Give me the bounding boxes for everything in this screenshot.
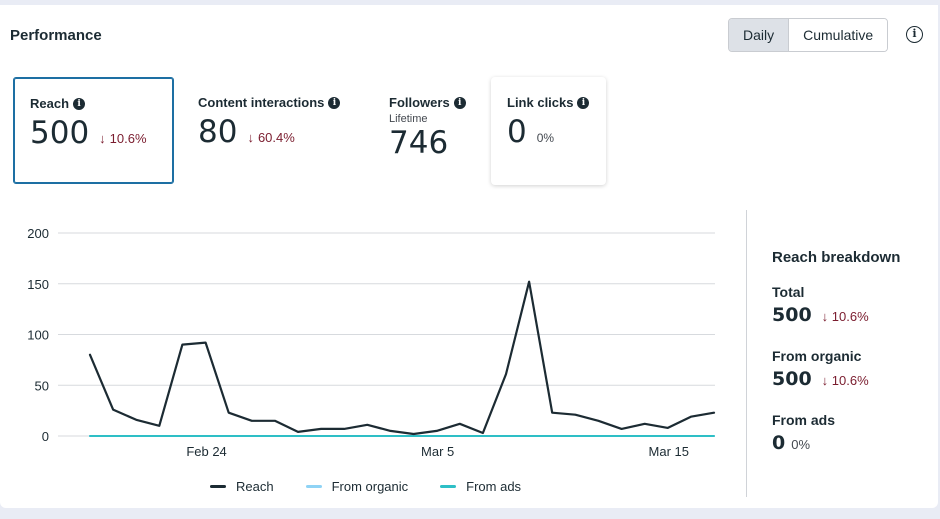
breakdown-change: 10.6% xyxy=(831,309,869,324)
page-title: Performance xyxy=(10,27,102,44)
breakdown-from-ads: From ads 0 0% xyxy=(772,412,835,454)
view-toggle: Daily Cumulative xyxy=(728,18,889,52)
metric-label: Content interactions xyxy=(198,95,325,110)
performance-card: Performance Daily Cumulative i Reach i 5… xyxy=(0,5,938,508)
metric-card-followers[interactable]: Followers i Lifetime 746 xyxy=(373,77,483,184)
y-tick-label: 100 xyxy=(27,328,49,343)
breakdown-from-organic: From organic 500 ↓ 10.6% xyxy=(772,348,869,390)
metric-change: 10.6% xyxy=(109,131,147,146)
metric-sublabel: Lifetime xyxy=(389,113,428,125)
legend-swatch xyxy=(305,485,322,488)
info-icon[interactable]: i xyxy=(453,96,466,109)
legend-item-from-organic[interactable]: From organic xyxy=(305,479,409,494)
page-background-strip xyxy=(0,508,940,519)
arrow-down-icon: ↓ xyxy=(821,309,829,324)
panel-divider xyxy=(746,210,747,497)
metric-value: 500 xyxy=(30,115,90,151)
legend-swatch xyxy=(440,485,457,488)
x-tick-label: Mar 15 xyxy=(649,444,689,459)
x-tick-label: Feb 24 xyxy=(186,444,226,459)
metric-change: 60.4% xyxy=(257,130,295,145)
metric-value: 80 xyxy=(198,114,238,150)
info-icon[interactable]: i xyxy=(73,97,86,110)
legend-label: From organic xyxy=(331,479,409,494)
legend-label: Reach xyxy=(236,479,274,494)
y-tick-label: 200 xyxy=(27,226,49,241)
metric-card-reach[interactable]: Reach i 500 ↓ 10.6% xyxy=(13,77,174,184)
metric-value: 0 xyxy=(507,114,527,150)
breakdown-label: From organic xyxy=(772,348,862,364)
metric-change: 0% xyxy=(536,131,555,145)
breakdown-value: 500 xyxy=(772,368,812,390)
info-icon[interactable]: i xyxy=(577,96,590,109)
legend-item-reach[interactable]: Reach xyxy=(210,479,274,494)
y-tick-label: 0 xyxy=(42,429,49,444)
reach-line-chart: 0 50 100 150 200 Feb 24 Mar 5 Mar 15 xyxy=(27,226,716,459)
breakdown-change: 0% xyxy=(791,437,811,452)
metric-card-link-clicks[interactable]: Link clicks i 0 0% xyxy=(491,77,606,185)
breakdown-value: 500 xyxy=(772,304,812,326)
breakdown-label: From ads xyxy=(772,412,836,428)
daily-button[interactable]: Daily xyxy=(729,19,790,51)
series-line-reach xyxy=(88,280,716,436)
breakdown-total: Total 500 ↓ 10.6% xyxy=(772,284,869,326)
breakdown-label: Total xyxy=(772,284,805,300)
arrow-down-icon: ↓ xyxy=(247,130,254,145)
metric-label: Link clicks xyxy=(507,95,574,110)
y-tick-label: 50 xyxy=(35,378,49,393)
metric-label: Followers xyxy=(389,95,450,110)
chart-legend: Reach From organic From ads xyxy=(210,479,521,494)
y-tick-label: 150 xyxy=(27,277,49,292)
legend-item-from-ads[interactable]: From ads xyxy=(440,479,521,494)
x-tick-label: Mar 5 xyxy=(421,444,454,459)
cumulative-button[interactable]: Cumulative xyxy=(789,19,888,51)
metric-label: Reach xyxy=(30,96,70,111)
legend-label: From ads xyxy=(466,479,522,494)
breakdown-title: Reach breakdown xyxy=(772,249,901,266)
legend-swatch xyxy=(210,485,226,488)
metric-value: 746 xyxy=(389,125,449,161)
info-icon[interactable]: i xyxy=(328,96,341,109)
arrow-down-icon: ↓ xyxy=(99,131,106,146)
info-icon[interactable]: i xyxy=(906,26,923,43)
breakdown-change: 10.6% xyxy=(831,373,869,388)
arrow-down-icon: ↓ xyxy=(821,373,829,388)
breakdown-value: 0 xyxy=(772,432,786,454)
metric-card-content-interactions[interactable]: Content interactions i 80 ↓ 60.4% xyxy=(182,77,367,184)
